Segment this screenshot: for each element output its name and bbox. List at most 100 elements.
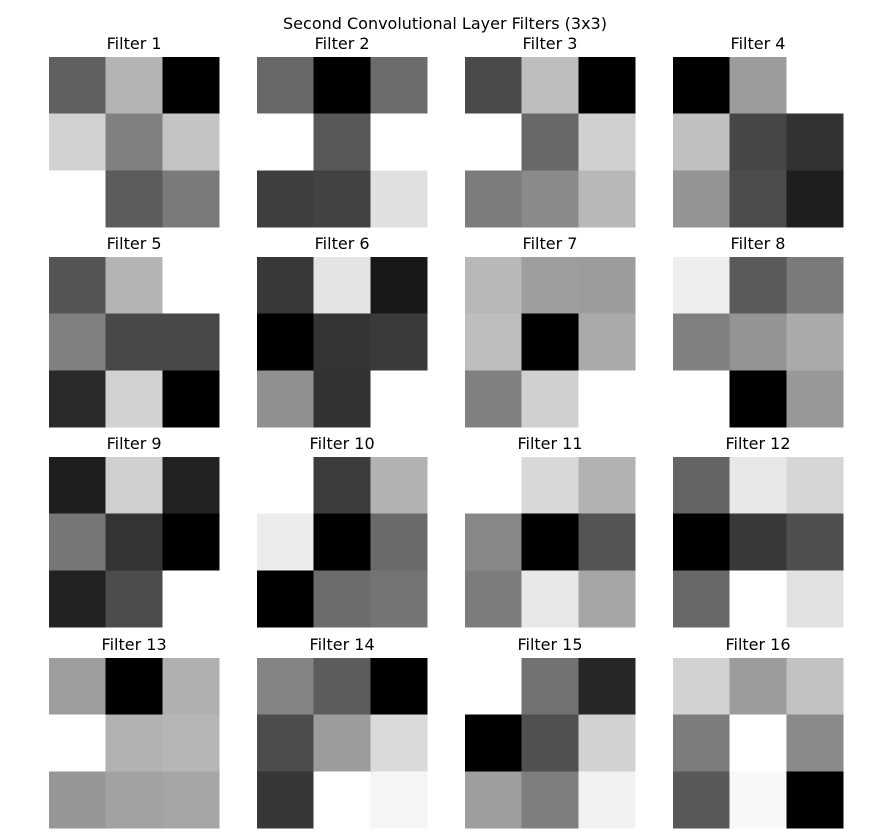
filter-cell: [257, 57, 315, 115]
filter-cell: [370, 714, 428, 772]
filter-cell: [370, 313, 428, 371]
filter-cell: [786, 257, 844, 315]
filter-cell: [257, 570, 315, 628]
filter-cell: [465, 170, 523, 228]
filter-cell: [465, 513, 523, 571]
filter-cell: [578, 513, 636, 571]
filter-cell: [313, 170, 371, 228]
filter-cell: [49, 570, 107, 628]
figure-title: Second Convolutional Layer Filters (3x3): [283, 14, 607, 33]
filter-panel: Filter 10: [257, 434, 428, 628]
filter-cell: [465, 313, 523, 371]
filter-title: Filter 16: [725, 635, 790, 654]
filter-cell: [313, 457, 371, 515]
filter-cell: [257, 513, 315, 571]
filter-cell: [578, 257, 636, 315]
filter-cell: [729, 370, 787, 428]
filter-cell: [521, 714, 579, 772]
filter-panel: Filter 3: [465, 34, 636, 228]
filter-cell: [673, 57, 731, 115]
filter-cell: [105, 570, 163, 628]
filter-cell: [257, 370, 315, 428]
filter-cell: [370, 570, 428, 628]
filter-cell: [105, 313, 163, 371]
filter-title: Filter 1: [107, 34, 162, 53]
filter-title: Filter 13: [102, 635, 167, 654]
filter-cell: [578, 113, 636, 171]
filter-cell: [49, 714, 107, 772]
filter-cell: [49, 658, 107, 716]
filter-cell: [465, 57, 523, 115]
filter-cell: [578, 57, 636, 115]
filter-cell: [521, 113, 579, 171]
filter-cell: [786, 714, 844, 772]
filter-cell: [729, 714, 787, 772]
filter-cell: [370, 113, 428, 171]
filter-cell: [786, 313, 844, 371]
filter-cell: [465, 570, 523, 628]
filter-cell: [578, 457, 636, 515]
filter-cell: [521, 771, 579, 829]
filter-cell: [786, 370, 844, 428]
filter-cell: [313, 513, 371, 571]
filter-cell: [729, 513, 787, 571]
filter-cell: [257, 457, 315, 515]
filter-cell: [465, 771, 523, 829]
filter-title: Filter 4: [731, 34, 786, 53]
filter-cell: [578, 714, 636, 772]
filter-cell: [162, 113, 220, 171]
filter-cell: [162, 313, 220, 371]
filter-cell: [257, 113, 315, 171]
filter-title: Filter 14: [310, 635, 375, 654]
filter-cell: [786, 457, 844, 515]
filter-cell: [729, 113, 787, 171]
filter-cell: [105, 457, 163, 515]
filter-cell: [370, 457, 428, 515]
filter-cell: [370, 170, 428, 228]
filter-panel: Filter 15: [465, 635, 636, 829]
filter-grid: Filter 1 Filter 2 Filter 3 Filter 4 Filter 5…: [49, 34, 844, 829]
filter-cell: [49, 57, 107, 115]
filter-cell: [105, 113, 163, 171]
filter-cell: [465, 257, 523, 315]
filter-cell: [673, 370, 731, 428]
filter-cell: [105, 771, 163, 829]
filter-cell: [49, 313, 107, 371]
filter-cell: [257, 313, 315, 371]
filter-cell: [162, 170, 220, 228]
filter-cell: [370, 257, 428, 315]
filter-cell: [521, 257, 579, 315]
filter-cell: [257, 714, 315, 772]
filter-panel: Filter 4: [673, 34, 844, 228]
filter-cell: [729, 457, 787, 515]
filter-cell: [521, 170, 579, 228]
filter-cell: [578, 658, 636, 716]
filter-cell: [162, 370, 220, 428]
filter-cell: [162, 570, 220, 628]
filter-panel: Filter 13: [49, 635, 220, 829]
filter-cell: [729, 313, 787, 371]
filter-cell: [729, 257, 787, 315]
filter-cell: [465, 370, 523, 428]
filter-cell: [673, 570, 731, 628]
filter-cell: [673, 658, 731, 716]
filter-cell: [313, 57, 371, 115]
filter-cell: [786, 658, 844, 716]
filter-panel: Filter 6: [257, 234, 428, 428]
filter-title: Filter 10: [310, 434, 375, 453]
filter-cell: [313, 313, 371, 371]
filter-panel: Filter 5: [49, 234, 220, 428]
filter-title: Filter 6: [315, 234, 370, 253]
filter-cell: [729, 57, 787, 115]
filter-cell: [49, 513, 107, 571]
filter-cell: [370, 771, 428, 829]
filter-cell: [521, 457, 579, 515]
filter-cell: [729, 658, 787, 716]
filter-title: Filter 12: [725, 434, 790, 453]
filter-cell: [786, 513, 844, 571]
filter-title: Filter 9: [107, 434, 162, 453]
filter-cell: [465, 113, 523, 171]
filter-cell: [673, 513, 731, 571]
filter-cell: [673, 257, 731, 315]
filter-cell: [578, 370, 636, 428]
